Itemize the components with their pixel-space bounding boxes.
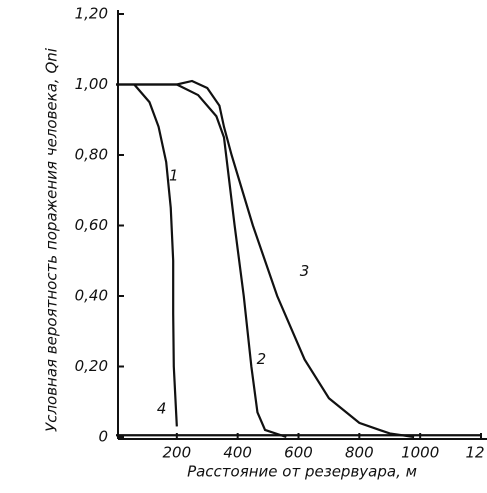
y-tick-label: 0,40 — [75, 287, 108, 305]
curve — [116, 79, 415, 439]
y-tick-label: 0,60 — [75, 216, 108, 234]
x-axis-label: Расстояние от резервуара, м — [187, 463, 417, 481]
y-tick-label: 0,20 — [75, 357, 108, 375]
curve-label: 1 — [169, 167, 179, 185]
y-tick-label: 1,20 — [75, 5, 108, 23]
x-tick-label: 800 — [345, 444, 374, 462]
curve-label: 3 — [300, 262, 310, 280]
curve — [116, 83, 287, 439]
x-tick-label: 12 — [465, 444, 484, 462]
x-tick-label: 1000 — [401, 444, 439, 462]
x-tick-label: 600 — [284, 444, 313, 462]
curve-label: 2 — [257, 350, 267, 368]
x-tick-label: 400 — [223, 444, 252, 462]
y-tick-label: 0 — [98, 428, 108, 446]
curve — [133, 83, 178, 427]
x-tick-label: 200 — [163, 444, 192, 462]
y-tick-label: 1,00 — [75, 75, 108, 93]
y-axis-label: Условная вероятность поражения человека,… — [43, 47, 61, 432]
y-tick-label: 0,80 — [75, 146, 108, 164]
curve-label: 4 — [157, 399, 167, 417]
